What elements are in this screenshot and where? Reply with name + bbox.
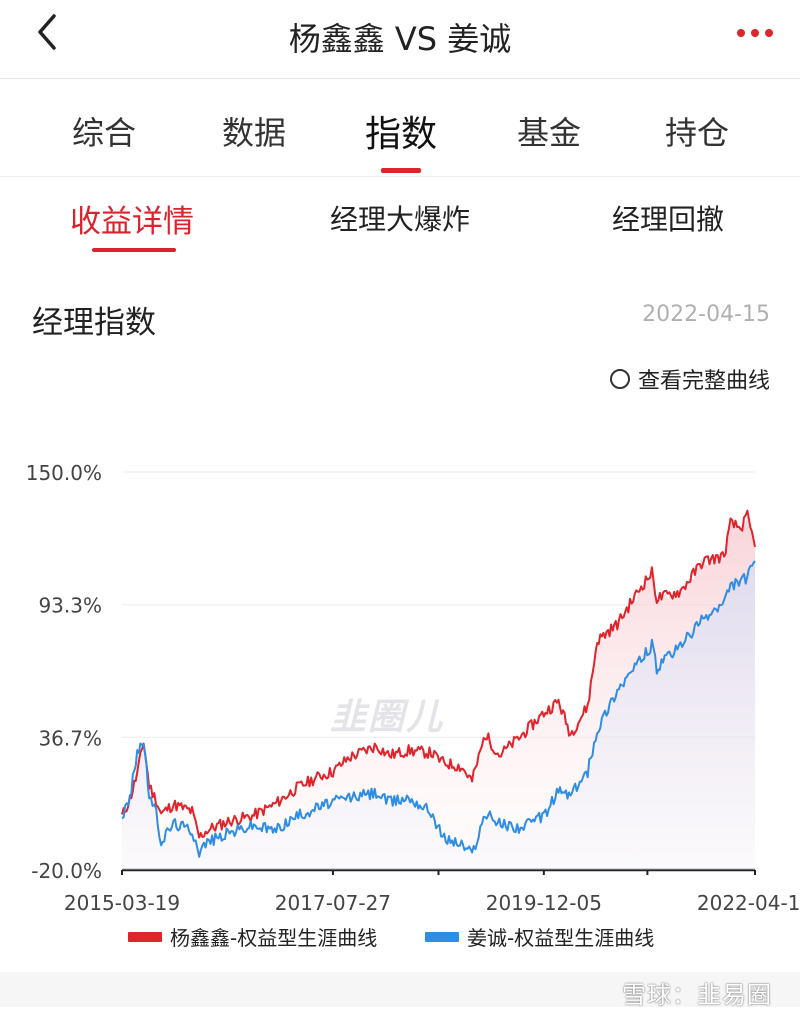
chevron-left-icon[interactable] <box>30 12 66 52</box>
full-curve-toggle[interactable]: 查看完整曲线 <box>609 364 770 394</box>
subtab-manager-explosion[interactable]: 经理大爆炸 <box>330 203 471 236</box>
legend-label-yang: 杨鑫鑫-权益型生涯曲线 <box>170 926 378 950</box>
footer-band <box>0 972 800 1007</box>
x-tick-label: 2017-07-27 <box>275 891 391 915</box>
tab-overview[interactable]: 综合 <box>71 114 136 152</box>
x-tick-label: 2019-12-05 <box>486 891 602 915</box>
top-bar: 杨鑫鑫 VS 姜诚 <box>0 0 800 79</box>
subtab-return-details[interactable]: 收益详情 <box>70 204 194 240</box>
series-line-yang <box>121 509 756 839</box>
y-tick-label: -20.0% <box>31 859 102 883</box>
tab-funds[interactable]: 基金 <box>516 114 581 152</box>
tab-index[interactable]: 指数 <box>364 114 437 155</box>
tab-holdings[interactable]: 持仓 <box>664 114 729 152</box>
subtab-manager-drawdown[interactable]: 经理回撤 <box>612 203 725 236</box>
legend-item-jiang[interactable]: 姜诚-权益型生涯曲线 <box>425 922 654 951</box>
series-area-jiang <box>122 559 755 870</box>
chart-watermark: 韭圈儿 <box>330 697 445 738</box>
series-line-jiang <box>121 560 756 858</box>
legend-label-jiang: 姜诚-权益型生涯曲线 <box>467 926 655 950</box>
sub-tabs: 收益详情 经理大爆炸 经理回撤 <box>0 178 800 258</box>
x-tick-label: 2022-04-15 <box>697 891 800 915</box>
section-date: 2022-04-15 <box>642 302 770 327</box>
main-tabs: 综合 数据 指数 基金 持仓 <box>0 80 800 177</box>
page-title: 杨鑫鑫 VS 姜诚 <box>288 20 512 58</box>
legend-item-yang[interactable]: 杨鑫鑫-权益型生涯曲线 <box>128 922 377 951</box>
more-dots-icon[interactable] <box>736 28 774 38</box>
subtab-active-indicator <box>92 248 176 252</box>
radio-circle-icon[interactable] <box>609 369 630 389</box>
section-title: 经理指数 <box>32 305 156 341</box>
legend-swatch-red <box>128 931 162 942</box>
y-tick-label: 93.3% <box>38 594 102 618</box>
y-tick-label: 150.0% <box>26 461 102 485</box>
x-tick-label: 2015-03-19 <box>64 891 180 915</box>
chart-legend: 杨鑫鑫-权益型生涯曲线 姜诚-权益型生涯曲线 <box>0 922 800 956</box>
tab-data[interactable]: 数据 <box>221 114 286 152</box>
line-chart: 150.0% 93.3% 36.7% -20.0% 2015-03-19 2017-07-… <box>26 461 800 915</box>
footer-watermark: 雪球：韭易圈 <box>622 981 772 1009</box>
tab-active-indicator <box>381 168 421 173</box>
y-tick-label: 36.7% <box>38 726 102 750</box>
legend-swatch-blue <box>425 931 459 942</box>
full-curve-label: 查看完整曲线 <box>637 369 770 394</box>
